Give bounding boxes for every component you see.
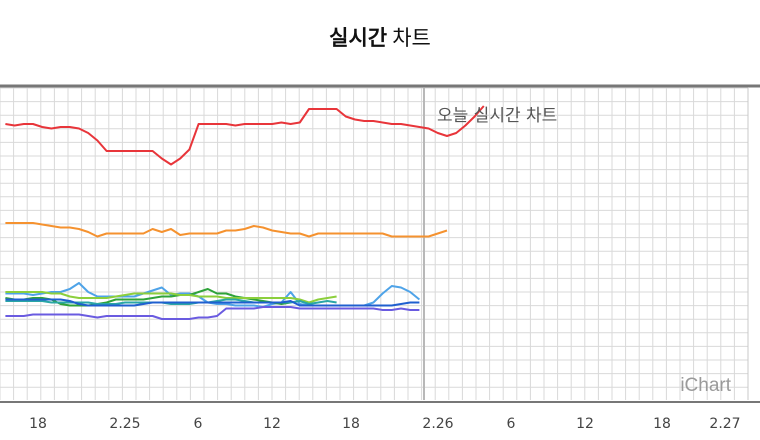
x-tick-label: 2.25 (109, 416, 140, 432)
x-tick-label: 12 (576, 416, 594, 432)
today-annotation: 오늘 실시간 차트 (437, 106, 557, 126)
chart-grid (0, 87, 749, 400)
x-tick-label: 18 (342, 416, 360, 432)
x-axis-ticks: 18 2.25 6 12 18 2.26 6 12 18 2.27 (29, 416, 741, 432)
x-tick-label: 18 (653, 416, 671, 432)
chart-series (5, 105, 485, 320)
x-tick-label: 2.26 (422, 416, 453, 432)
x-tick-label: 6 (194, 416, 203, 432)
chart-title: 실시간 차트 (0, 22, 760, 52)
series-line-lime (5, 291, 337, 304)
series-line-orange (5, 222, 448, 238)
ichart-watermark: iChart (680, 375, 731, 396)
series-line-purple (5, 306, 420, 320)
x-tick-label: 12 (263, 416, 281, 432)
chart-title-normal: 차트 (392, 26, 431, 50)
x-tick-label: 6 (507, 416, 516, 432)
series-line-blue (5, 298, 420, 307)
x-tick-label: 18 (29, 416, 47, 432)
series-line-red (5, 105, 485, 166)
chart-title-bold: 실시간 (329, 26, 388, 50)
x-tick-label: 2.27 (709, 416, 740, 432)
